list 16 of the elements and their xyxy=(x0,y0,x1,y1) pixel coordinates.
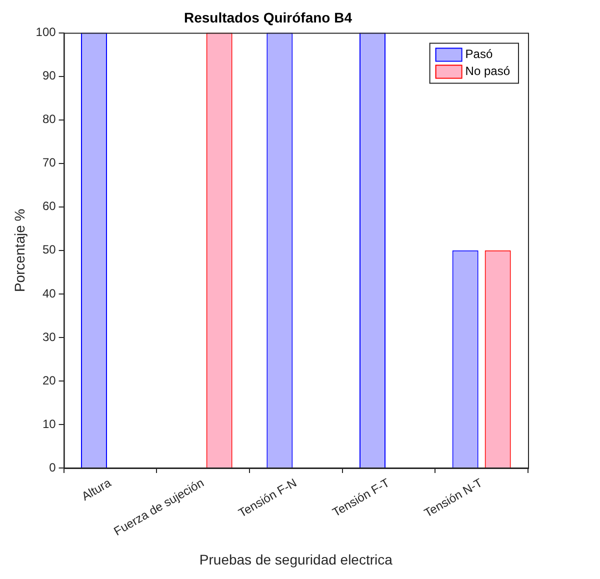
y-tick-label: 70 xyxy=(42,156,56,170)
y-tick-label: 100 xyxy=(36,25,56,40)
y-tick-label: 80 xyxy=(42,112,56,126)
y-tick-label: 0 xyxy=(49,460,56,474)
legend-label: Pasó xyxy=(465,47,493,62)
y-tick-label: 30 xyxy=(42,330,56,344)
legend-label: No pasó xyxy=(465,64,510,78)
y-tick-label: 10 xyxy=(42,416,56,431)
y-tick-label: 90 xyxy=(42,68,56,83)
y-tick-label: 50 xyxy=(42,242,56,257)
y-axis-title: Porcentaje % xyxy=(11,208,28,292)
x-axis-title: Pruebas de seguridad electrica xyxy=(199,551,393,568)
y-tick-label: 40 xyxy=(42,286,56,300)
y-tick-label: 60 xyxy=(42,199,56,214)
chart-title: Resultados Quirófano B4 xyxy=(184,9,352,26)
y-tick-label: 20 xyxy=(42,373,56,388)
